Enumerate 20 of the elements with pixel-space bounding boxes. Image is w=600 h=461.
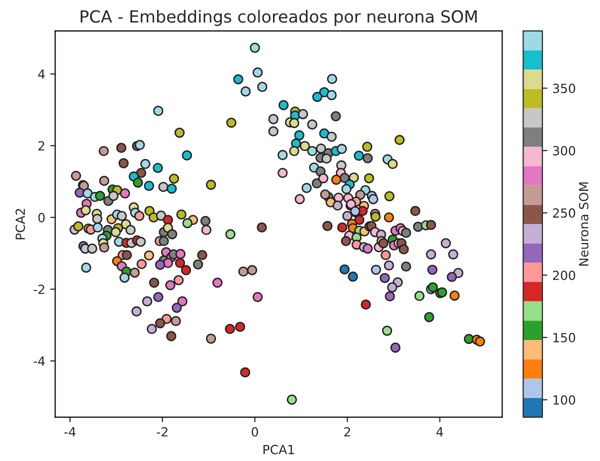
y-axis-title: PCA2	[16, 208, 26, 240]
y-tick-label: 2	[38, 141, 44, 150]
color-bar-label: 200	[553, 270, 576, 280]
color-bar-label: 250	[553, 208, 576, 218]
x-tick-label: 4	[436, 427, 444, 436]
color-bar-label: 150	[553, 332, 576, 342]
y-tick-label: -2	[34, 284, 44, 294]
y-tick-label: -4	[34, 356, 45, 366]
color-bar-label: 100	[553, 395, 576, 405]
color-bar-label: 350	[553, 84, 576, 94]
color-bar-label: 300	[553, 146, 576, 156]
x-tick-label: -2	[156, 427, 168, 436]
x-tick-label: 2	[344, 427, 350, 436]
y-tick-label: 4	[38, 70, 45, 79]
x-tick-label: -4	[64, 427, 76, 436]
x-axis-title: PCA1	[264, 444, 294, 454]
chart-title: PCA - Embeddings coloreados por neurona SOM	[80, 10, 477, 26]
y-tick-label: 0	[38, 212, 45, 222]
x-tick-label: 0	[252, 427, 258, 437]
color-bar-title: Neurona SOM	[578, 182, 588, 266]
